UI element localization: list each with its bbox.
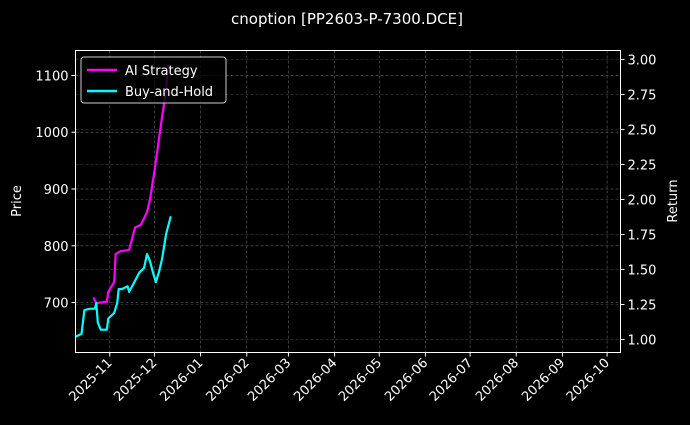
- series-layer: [75, 65, 170, 337]
- y-label-left: Price: [10, 185, 25, 217]
- legend: AI Strategy Buy-and-Hold: [81, 57, 226, 103]
- y-label-right: Return: [666, 179, 681, 222]
- y-left-tick-label: 800: [44, 240, 69, 255]
- y-left-tick-label: 1100: [35, 69, 68, 84]
- x-tick-label: 2026-08: [473, 356, 522, 405]
- x-tick-label: 2026-07: [427, 356, 476, 405]
- x-tick-label: 2026-02: [204, 356, 253, 405]
- y-left-tick-label: 700: [44, 297, 69, 312]
- x-tick-label: 2026-09: [519, 356, 568, 405]
- y-right-tick-label: 1.00: [628, 333, 657, 348]
- x-tick-label: 2026-03: [245, 356, 294, 405]
- x-tick-label: 2025-12: [111, 356, 160, 405]
- legend-label-ai-strategy: AI Strategy: [125, 64, 198, 79]
- y-axis-left: 700 800 900 1000 1100: [35, 69, 75, 311]
- x-tick-label: 2026-04: [291, 356, 340, 405]
- x-tick-label: 2026-06: [382, 356, 431, 405]
- x-tick-label: 2025-11: [67, 356, 116, 405]
- y-right-tick-label: 1.50: [628, 263, 657, 278]
- x-axis: 2025-112025-122026-012026-022026-032026-…: [67, 353, 613, 405]
- x-tick-label: 2026-01: [157, 356, 206, 405]
- y-right-tick-label: 1.75: [628, 228, 657, 243]
- y-left-tick-label: 1000: [35, 126, 68, 141]
- y-left-tick-label: 900: [44, 183, 69, 198]
- legend-label-buy-and-hold: Buy-and-Hold: [125, 85, 213, 100]
- x-tick-label: 2026-10: [564, 356, 613, 405]
- y-right-tick-label: 3.00: [628, 53, 657, 68]
- y-right-tick-label: 2.25: [628, 158, 657, 173]
- y-right-tick-label: 2.75: [628, 88, 657, 103]
- y-right-tick-label: 2.00: [628, 193, 657, 208]
- y-axis-right: 1.00 1.25 1.50 1.75 2.00 2.25 2.50 2.75 3.00: [621, 53, 657, 348]
- x-tick-label: 2026-05: [336, 356, 385, 405]
- y-right-tick-label: 1.25: [628, 298, 657, 313]
- chart-title: cnoption [PP2603-P-7300.DCE]: [231, 10, 463, 28]
- y-right-tick-label: 2.50: [628, 123, 657, 138]
